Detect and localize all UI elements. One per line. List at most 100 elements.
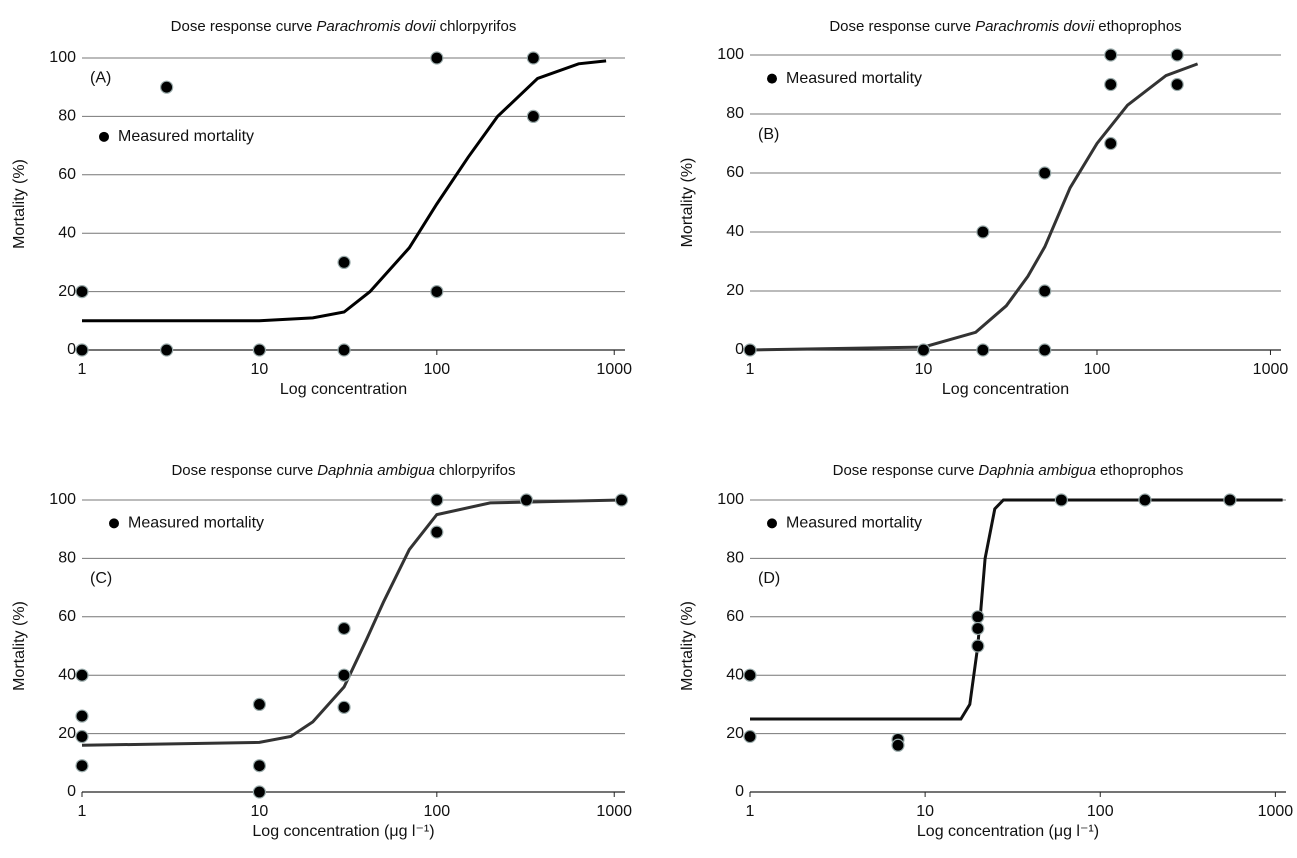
x-tick-label: 1000 bbox=[596, 803, 632, 820]
x-tick-label: 100 bbox=[1087, 803, 1114, 820]
x-axis-label: Log concentration (μg l⁻¹) bbox=[252, 823, 434, 840]
data-point bbox=[744, 731, 756, 743]
x-axis-label: Log concentration bbox=[942, 381, 1069, 398]
legend-marker bbox=[109, 518, 119, 528]
data-point bbox=[253, 786, 265, 798]
y-tick-label: 60 bbox=[58, 166, 76, 183]
y-tick-label: 20 bbox=[726, 282, 744, 299]
data-point bbox=[972, 640, 984, 652]
title-text: ethoprophos bbox=[1098, 18, 1181, 35]
y-axis-label: Mortality (%) bbox=[11, 601, 28, 691]
fit-curve bbox=[82, 61, 606, 321]
legend-marker bbox=[99, 132, 109, 142]
data-point bbox=[338, 256, 350, 268]
data-point bbox=[972, 611, 984, 623]
data-point bbox=[744, 344, 756, 356]
data-point bbox=[76, 669, 88, 681]
data-point bbox=[1039, 285, 1051, 297]
y-tick-label: 40 bbox=[58, 224, 76, 241]
title-text: Dose response curve bbox=[833, 462, 975, 479]
data-point bbox=[977, 226, 989, 238]
y-axis-label: Mortality (%) bbox=[11, 159, 28, 249]
y-tick-label: 80 bbox=[726, 550, 744, 567]
x-tick-label: 1 bbox=[78, 803, 87, 820]
y-tick-label: 100 bbox=[717, 46, 744, 63]
panel-label: (B) bbox=[758, 126, 779, 143]
y-tick-label: 40 bbox=[726, 223, 744, 240]
title-text: Dose response curve bbox=[171, 18, 313, 35]
data-point bbox=[977, 344, 989, 356]
y-tick-label: 40 bbox=[726, 666, 744, 683]
y-tick-label: 0 bbox=[735, 783, 744, 800]
data-point bbox=[1171, 79, 1183, 91]
x-axis-label: Log concentration (μg l⁻¹) bbox=[917, 823, 1099, 840]
x-tick-label: 100 bbox=[423, 803, 450, 820]
y-tick-label: 40 bbox=[58, 666, 76, 683]
title-species: Parachromis dovii bbox=[316, 18, 436, 35]
data-point bbox=[338, 701, 350, 713]
title-species: Daphnia ambigua bbox=[978, 462, 1096, 479]
x-tick-label: 10 bbox=[916, 803, 934, 820]
x-tick-label: 10 bbox=[251, 361, 269, 378]
data-point bbox=[431, 52, 443, 64]
y-tick-label: 0 bbox=[67, 341, 76, 358]
y-axis-label: Mortality (%) bbox=[679, 158, 696, 248]
data-point bbox=[616, 494, 628, 506]
panel-label: (C) bbox=[90, 570, 112, 587]
data-point bbox=[917, 344, 929, 356]
y-tick-label: 20 bbox=[58, 725, 76, 742]
data-point bbox=[972, 622, 984, 634]
title-species: Daphnia ambigua bbox=[317, 462, 435, 479]
title-species: Parachromis dovii bbox=[975, 18, 1095, 35]
data-point bbox=[431, 286, 443, 298]
x-tick-label: 1000 bbox=[1258, 803, 1294, 820]
data-point bbox=[431, 526, 443, 538]
data-point bbox=[520, 494, 532, 506]
fit-curve bbox=[750, 64, 1198, 350]
title-text: chlorpyrifos bbox=[439, 462, 516, 479]
legend-label: Measured mortality bbox=[786, 515, 922, 532]
panel-label: (D) bbox=[758, 570, 780, 587]
y-tick-label: 60 bbox=[726, 164, 744, 181]
legend-marker bbox=[767, 518, 777, 528]
fit-curve bbox=[750, 500, 1283, 719]
x-axis-label: Log concentration bbox=[280, 381, 407, 398]
data-point bbox=[161, 81, 173, 93]
y-tick-label: 0 bbox=[67, 783, 76, 800]
data-point bbox=[76, 760, 88, 772]
y-tick-label: 60 bbox=[58, 608, 76, 625]
data-point bbox=[1171, 49, 1183, 61]
data-point bbox=[1039, 167, 1051, 179]
data-point bbox=[76, 731, 88, 743]
x-tick-label: 1000 bbox=[1253, 361, 1289, 378]
legend-label: Measured mortality bbox=[118, 128, 254, 145]
data-point bbox=[744, 669, 756, 681]
data-point bbox=[892, 739, 904, 751]
title-text: Dose response curve bbox=[171, 462, 313, 479]
x-tick-label: 100 bbox=[1084, 361, 1111, 378]
x-tick-label: 10 bbox=[915, 361, 933, 378]
panel-label: (A) bbox=[90, 70, 111, 87]
x-tick-label: 1000 bbox=[596, 361, 632, 378]
y-tick-label: 100 bbox=[717, 491, 744, 508]
legend-label: Measured mortality bbox=[128, 515, 264, 532]
data-point bbox=[1224, 494, 1236, 506]
data-point bbox=[253, 698, 265, 710]
data-point bbox=[527, 110, 539, 122]
legend-label: Measured mortality bbox=[786, 70, 922, 87]
data-point bbox=[1105, 79, 1117, 91]
data-point bbox=[1039, 344, 1051, 356]
data-point bbox=[253, 760, 265, 772]
data-point bbox=[338, 622, 350, 634]
data-point bbox=[161, 344, 173, 356]
y-tick-label: 80 bbox=[58, 550, 76, 567]
data-point bbox=[1105, 49, 1117, 61]
y-tick-label: 100 bbox=[49, 491, 76, 508]
